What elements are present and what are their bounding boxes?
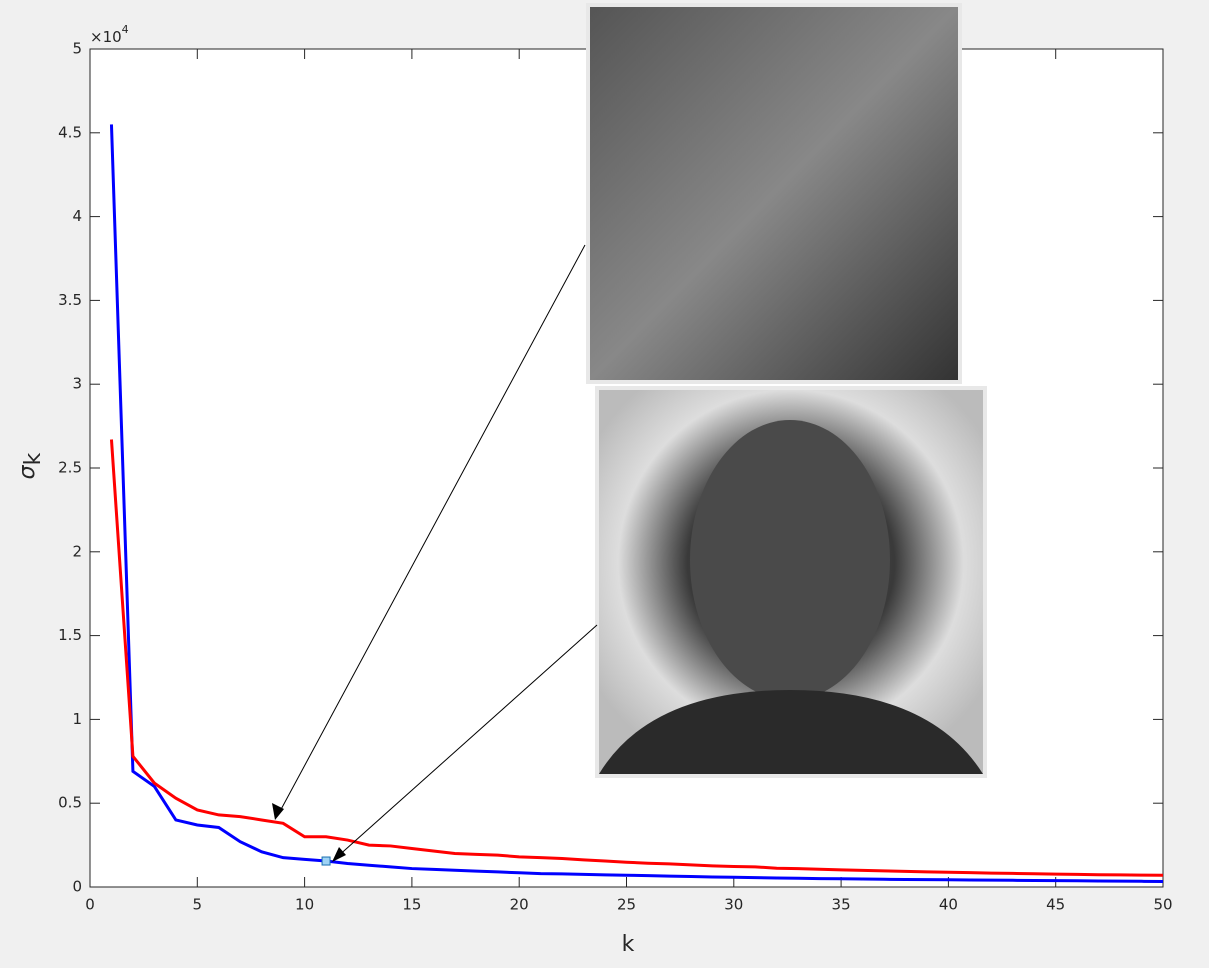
x-tick-label: 5 [193,896,203,914]
y-tick-label: 1 [72,710,82,728]
chart: ×104 k σk 00.511.522.533.544.55051015202… [0,0,1209,968]
x-tick-label: 35 [832,896,851,914]
y-label-subscript: k [21,452,46,465]
x-tick-label: 30 [724,896,743,914]
y-tick-label: 5 [72,40,82,58]
x-axis-label: k [622,932,635,957]
y-tick-label: 3 [72,375,82,393]
y-tick-label: 4 [72,207,82,225]
y-tick-label: 0.5 [58,794,82,812]
x-tick-label: 50 [1153,896,1172,914]
x-tick-label: 10 [295,896,314,914]
y-tick-label: 2.5 [58,459,82,477]
y-exponent-power: 4 [122,23,129,36]
y-tick-label: 3.5 [58,291,82,309]
y-tick-label: 4.5 [58,123,82,141]
x-tick-label: 45 [1046,896,1065,914]
y-axis-label: σk [15,452,46,479]
x-tick-label: 40 [939,896,958,914]
face-shape [690,420,890,700]
y-exponent: ×104 [90,23,129,46]
y-tick-label: 0 [72,878,82,896]
x-tick-label: 15 [402,896,421,914]
datatip-marker [322,857,330,865]
y-exponent-base: ×10 [90,28,122,46]
y-tick-label: 2 [72,542,82,560]
x-tick-label: 25 [617,896,636,914]
y-label-symbol: σ [15,464,40,479]
y-tick-label: 1.5 [58,626,82,644]
x-tick-label: 0 [85,896,95,914]
crowd-image [590,7,958,380]
x-tick-label: 20 [510,896,529,914]
